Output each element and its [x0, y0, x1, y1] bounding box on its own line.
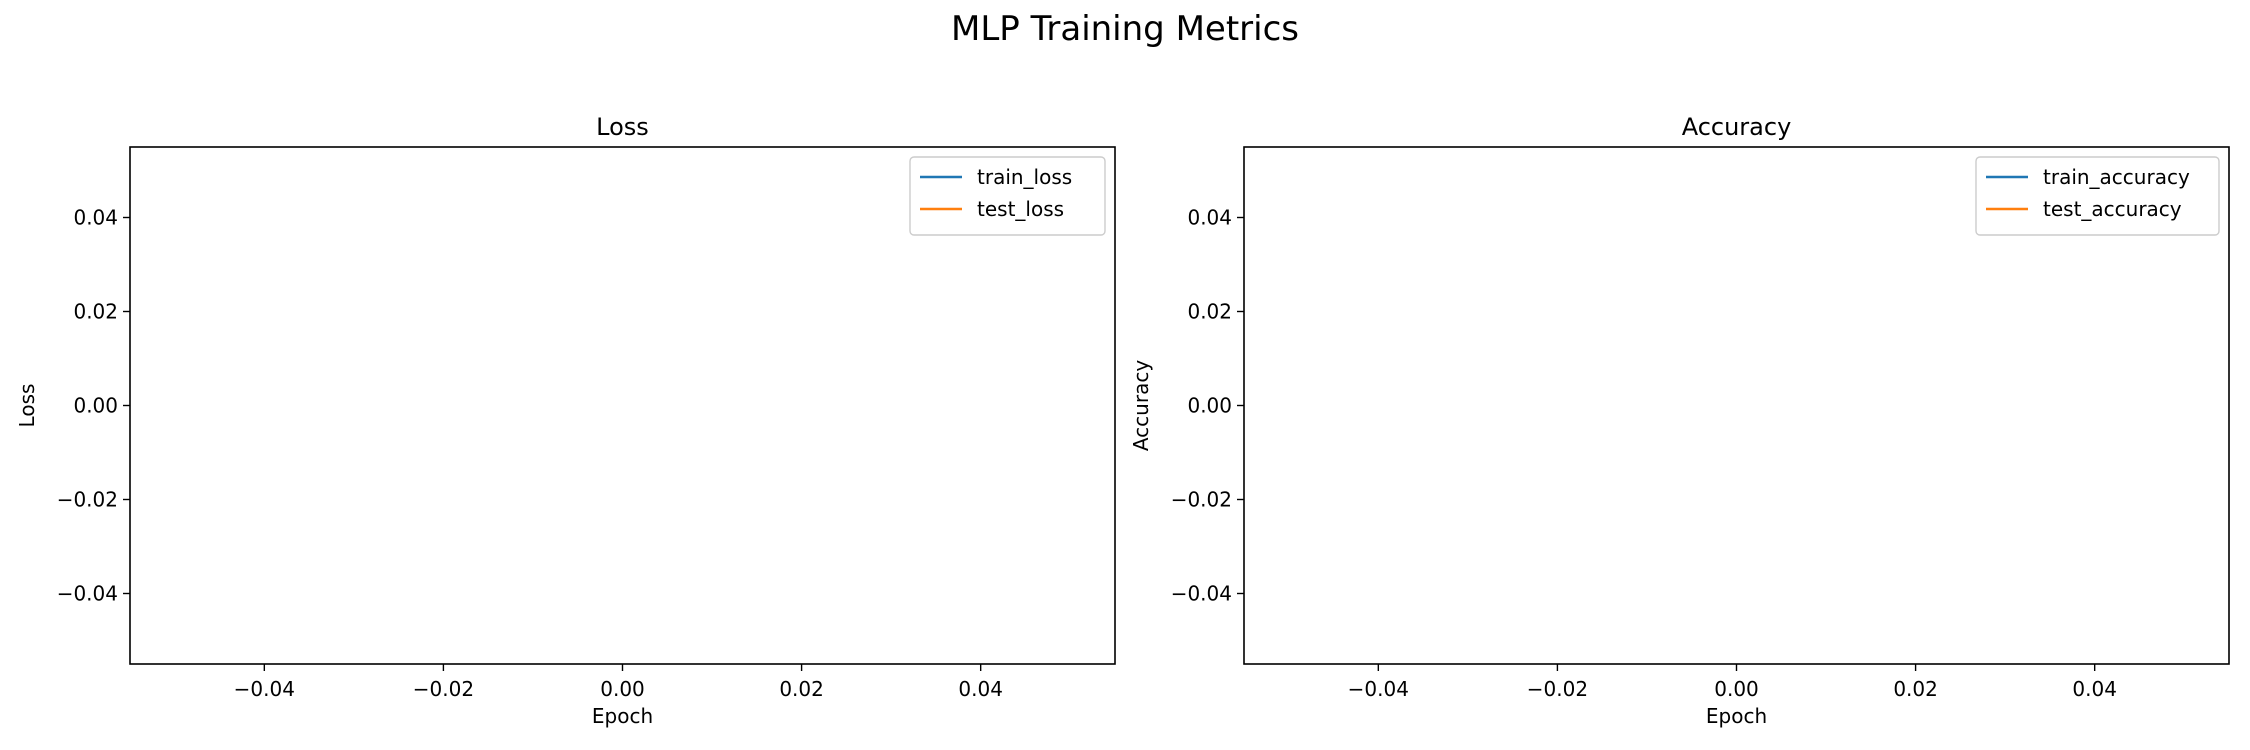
accuracy-y-tick-label: −0.02: [1171, 488, 1232, 512]
loss-x-tick-label: −0.02: [413, 677, 474, 701]
accuracy-legend-label: train_accuracy: [2043, 165, 2190, 189]
accuracy-x-tick-label: 0.04: [2072, 677, 2117, 701]
loss-x-tick-label: 0.00: [600, 677, 645, 701]
accuracy-y-tick-label: 0.00: [1187, 394, 1232, 418]
loss-y-tick-label: −0.04: [57, 582, 118, 606]
accuracy-legend-box: [1975, 156, 2220, 236]
accuracy-axes-title: Accuracy: [1682, 113, 1792, 141]
accuracy-x-tick-label: 0.00: [1714, 677, 1759, 701]
figure-suptitle: MLP Training Metrics: [951, 9, 1299, 49]
loss-y-tick-label: 0.00: [73, 394, 118, 418]
loss-legend-label: test_loss: [977, 197, 1064, 221]
accuracy-x-tick-label: 0.02: [1893, 677, 1938, 701]
loss-legend-label: train_loss: [977, 165, 1072, 189]
accuracy-x-axis-label: Epoch: [1706, 704, 1767, 728]
loss-x-tick-label: 0.04: [958, 677, 1003, 701]
loss-panel: Loss −0.04 −0.02 0.00 0.02 0.04 −0.04 −0.02 0.00…: [15, 113, 1116, 728]
loss-axes-title: Loss: [596, 113, 649, 141]
loss-x-axis-label: Epoch: [592, 704, 653, 728]
accuracy-x-tick-label: −0.04: [1348, 677, 1409, 701]
accuracy-panel: Accuracy −0.04 −0.02 0.00 0.02 0.04 −0.04 −0.02…: [1129, 113, 2230, 728]
accuracy-y-tick-label: 0.04: [1187, 206, 1232, 230]
loss-x-tick-label: 0.02: [779, 677, 824, 701]
loss-y-tick-label: 0.02: [73, 300, 118, 324]
loss-y-tick-label: 0.04: [73, 206, 118, 230]
accuracy-x-tick-label: −0.02: [1527, 677, 1588, 701]
loss-x-tick-label: −0.04: [234, 677, 295, 701]
loss-y-tick-label: −0.02: [57, 488, 118, 512]
accuracy-legend-label: test_accuracy: [2043, 197, 2182, 221]
accuracy-y-tick-label: −0.04: [1171, 582, 1232, 606]
loss-y-axis-label: Loss: [15, 384, 39, 428]
accuracy-y-tick-label: 0.02: [1187, 300, 1232, 324]
accuracy-y-axis-label: Accuracy: [1129, 360, 1153, 451]
